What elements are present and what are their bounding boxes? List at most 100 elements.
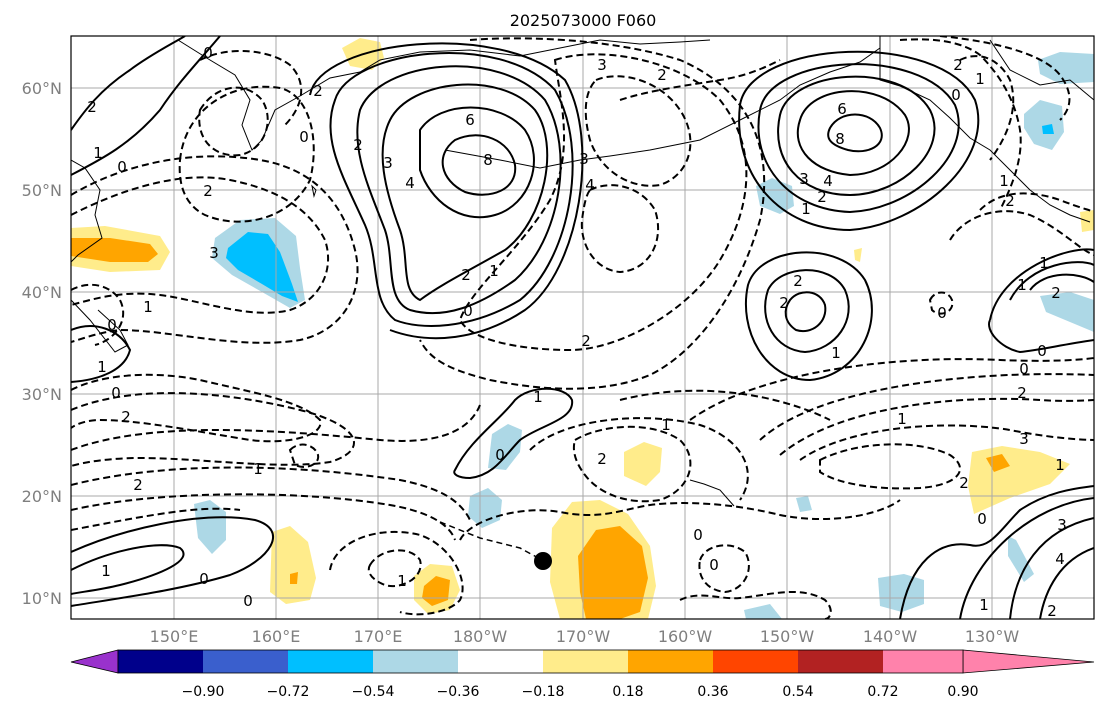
contour-line: [356, 65, 562, 315]
contour-label: 0: [203, 44, 213, 62]
contour-line: [744, 251, 873, 382]
lat-tick-label: 20°N: [22, 487, 62, 506]
contour-label: 0: [951, 86, 961, 104]
contour-line: [71, 155, 359, 344]
colorbar-swatch: [458, 650, 543, 673]
colorbar-swatch: [713, 650, 798, 673]
lat-tick-label: 50°N: [22, 181, 62, 200]
colorbar: −0.90 −0.72 −0.54 −0.36 −0.18 0.18 0.36 …: [70, 649, 1095, 700]
negative-shading: [1008, 536, 1034, 582]
contour-label: 1: [831, 344, 841, 362]
map-title: 2025073000 F060: [510, 11, 657, 30]
contour-line: [757, 63, 960, 214]
contour-label: 0: [243, 592, 253, 610]
contour-line: [71, 404, 481, 451]
contour-label: 1: [1039, 254, 1049, 272]
contour-line: [441, 134, 517, 196]
contour-label: 4: [823, 172, 833, 190]
colorbar-frame: [117, 649, 964, 674]
contour-line: [458, 53, 748, 352]
contour-label: 4: [585, 176, 595, 194]
contour-label: 0: [1019, 360, 1029, 378]
contour-label: 8: [835, 130, 845, 148]
contour-line: [329, 52, 574, 327]
contour-label: 0: [977, 510, 987, 528]
coastline: [71, 299, 129, 353]
coastline: [689, 479, 735, 507]
negative-shading: [468, 488, 502, 528]
contour-line: [698, 544, 750, 594]
contour-label: 1: [253, 460, 263, 478]
colorbar-swatch: [543, 650, 628, 673]
contour-line: [419, 37, 766, 390]
contour-line: [1009, 517, 1094, 619]
contour-label: 0: [111, 384, 121, 402]
contour-line: [764, 269, 850, 354]
contour-label: 1: [489, 262, 499, 280]
contour-label: 0: [709, 556, 719, 574]
contour-label: 1: [533, 388, 543, 406]
contour-line: [759, 373, 1094, 441]
contour-line: [777, 75, 936, 197]
contour-label: 2: [87, 98, 97, 116]
contour-line: [71, 176, 330, 314]
contour-label: 2: [779, 294, 789, 312]
contour-line: [419, 106, 535, 219]
contour-label: 8: [483, 151, 493, 169]
contour-line: [71, 493, 456, 541]
contour-label: 2: [1047, 602, 1057, 620]
contour-label: 3: [209, 244, 219, 262]
contour-label: 4: [405, 174, 415, 192]
contour-line: [580, 184, 660, 274]
contour-label: 2: [657, 66, 667, 84]
contour-label: 6: [465, 111, 475, 129]
colorbar-tick-label: 0.54: [782, 684, 813, 700]
colorbar-swatch: [118, 650, 203, 673]
contour-line: [572, 425, 692, 503]
contour-line: [71, 516, 275, 607]
contour-line: [827, 113, 883, 153]
contour-label: 3: [799, 170, 809, 188]
negative-shading: [1038, 52, 1094, 84]
negative-shading: [488, 424, 522, 470]
contour-label: 2: [133, 476, 143, 494]
lat-tick-label: 30°N: [22, 385, 62, 404]
contour-label: 4: [1055, 550, 1065, 568]
coastline: [177, 39, 711, 151]
contour-line: [198, 86, 269, 157]
negative-shading: [1042, 124, 1054, 134]
contour-label: 0: [299, 128, 309, 146]
contour-line: [619, 59, 781, 101]
contour-line: [381, 83, 549, 302]
lat-tick-label: 10°N: [22, 589, 62, 608]
colorbar-swatch: [628, 650, 713, 673]
contour-label: 1: [101, 562, 111, 580]
contour-label: 2: [953, 56, 963, 74]
lon-tick-label: 160°W: [658, 627, 713, 646]
contour-label: 6: [837, 100, 847, 118]
contour-label: 2: [959, 474, 969, 492]
coastline: [879, 36, 1091, 223]
colorbar-tick-label: 0.18: [612, 684, 643, 700]
lon-tick-label: 170°E: [354, 627, 403, 646]
lon-tick-label: 160°E: [252, 627, 301, 646]
contour-line: [453, 387, 574, 480]
contour-line: [679, 590, 832, 619]
colorbar-tick-label: −0.72: [267, 684, 310, 700]
contour-line: [738, 50, 980, 232]
negative-shading: [1040, 292, 1094, 332]
lat-tick-label: 40°N: [22, 283, 62, 302]
contour-line: [796, 90, 910, 177]
colorbar-swatch: [883, 650, 963, 673]
lat-tick-label: 60°N: [22, 79, 62, 98]
contour-label: 1: [1017, 276, 1027, 294]
contour-label: 1: [143, 298, 153, 316]
contour-line: [288, 443, 320, 468]
contour-label: 1: [979, 596, 989, 614]
contour-label: 3: [1057, 516, 1067, 534]
lon-tick-label: 170°W: [556, 627, 611, 646]
contour-line: [784, 291, 827, 333]
map-panel: 6 8 3 4 2 1 0 6 8 3 4 2 1 2 2 1 2 3 4 2 …: [71, 36, 1094, 620]
contour-label: 3: [383, 154, 393, 172]
contour-label: 0: [495, 446, 505, 464]
